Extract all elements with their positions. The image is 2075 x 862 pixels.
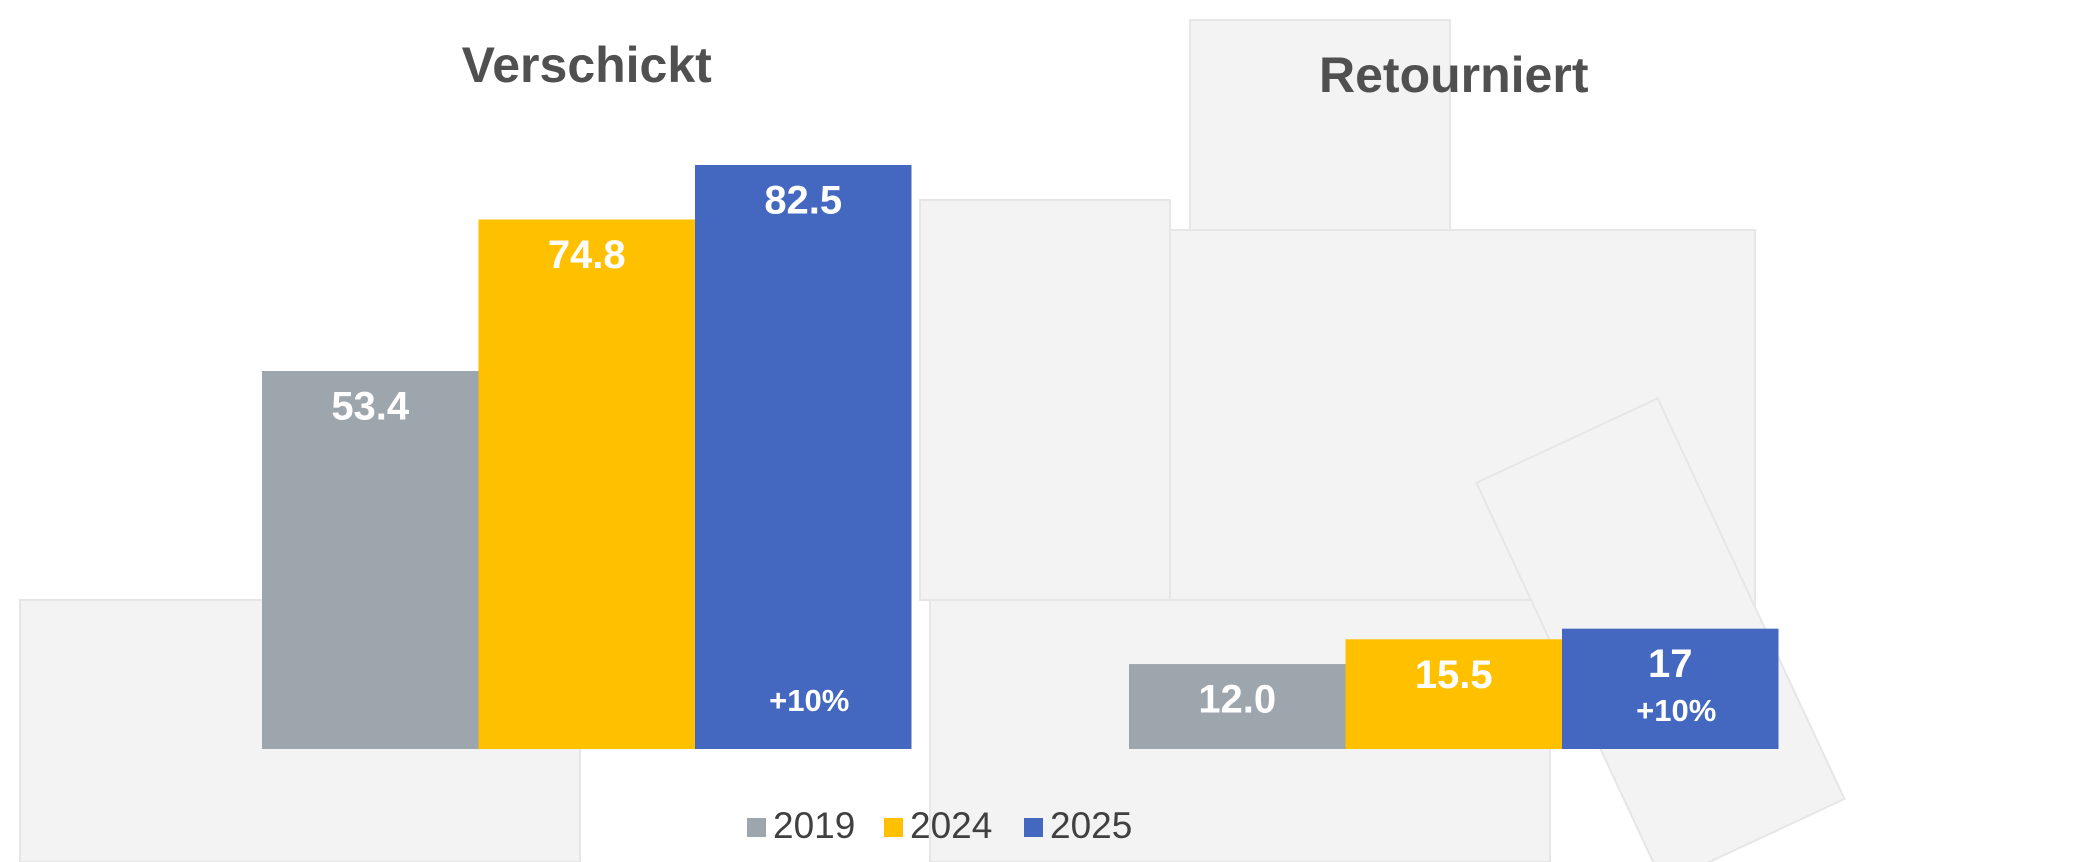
category-title: Retourniert [1319,47,1589,103]
box [919,199,1171,601]
category-title: Verschickt [462,37,713,93]
value-label: 12.0 [1198,678,1276,722]
bar [478,219,695,750]
annotation: +10% [769,683,849,718]
annotation: +10% [1636,693,1716,728]
value-label: 53.4 [331,385,410,429]
value-label: 15.5 [1415,653,1493,697]
bar [262,370,479,749]
legend-label: 2025 [1050,805,1132,846]
legend-swatch [1024,818,1043,837]
legend-label: 2019 [773,805,855,846]
background-boxes [19,19,1846,862]
bar [695,165,912,749]
box [1189,19,1451,241]
bar [1345,639,1562,749]
value-label: 74.8 [548,233,626,277]
bar [1562,628,1779,749]
value-label: 82.5 [764,179,842,223]
bar [1129,664,1346,749]
legend-swatch [884,818,903,837]
value-label: 17 [1648,642,1693,686]
legend-label: 2024 [910,805,992,846]
legend-swatch [747,818,766,837]
